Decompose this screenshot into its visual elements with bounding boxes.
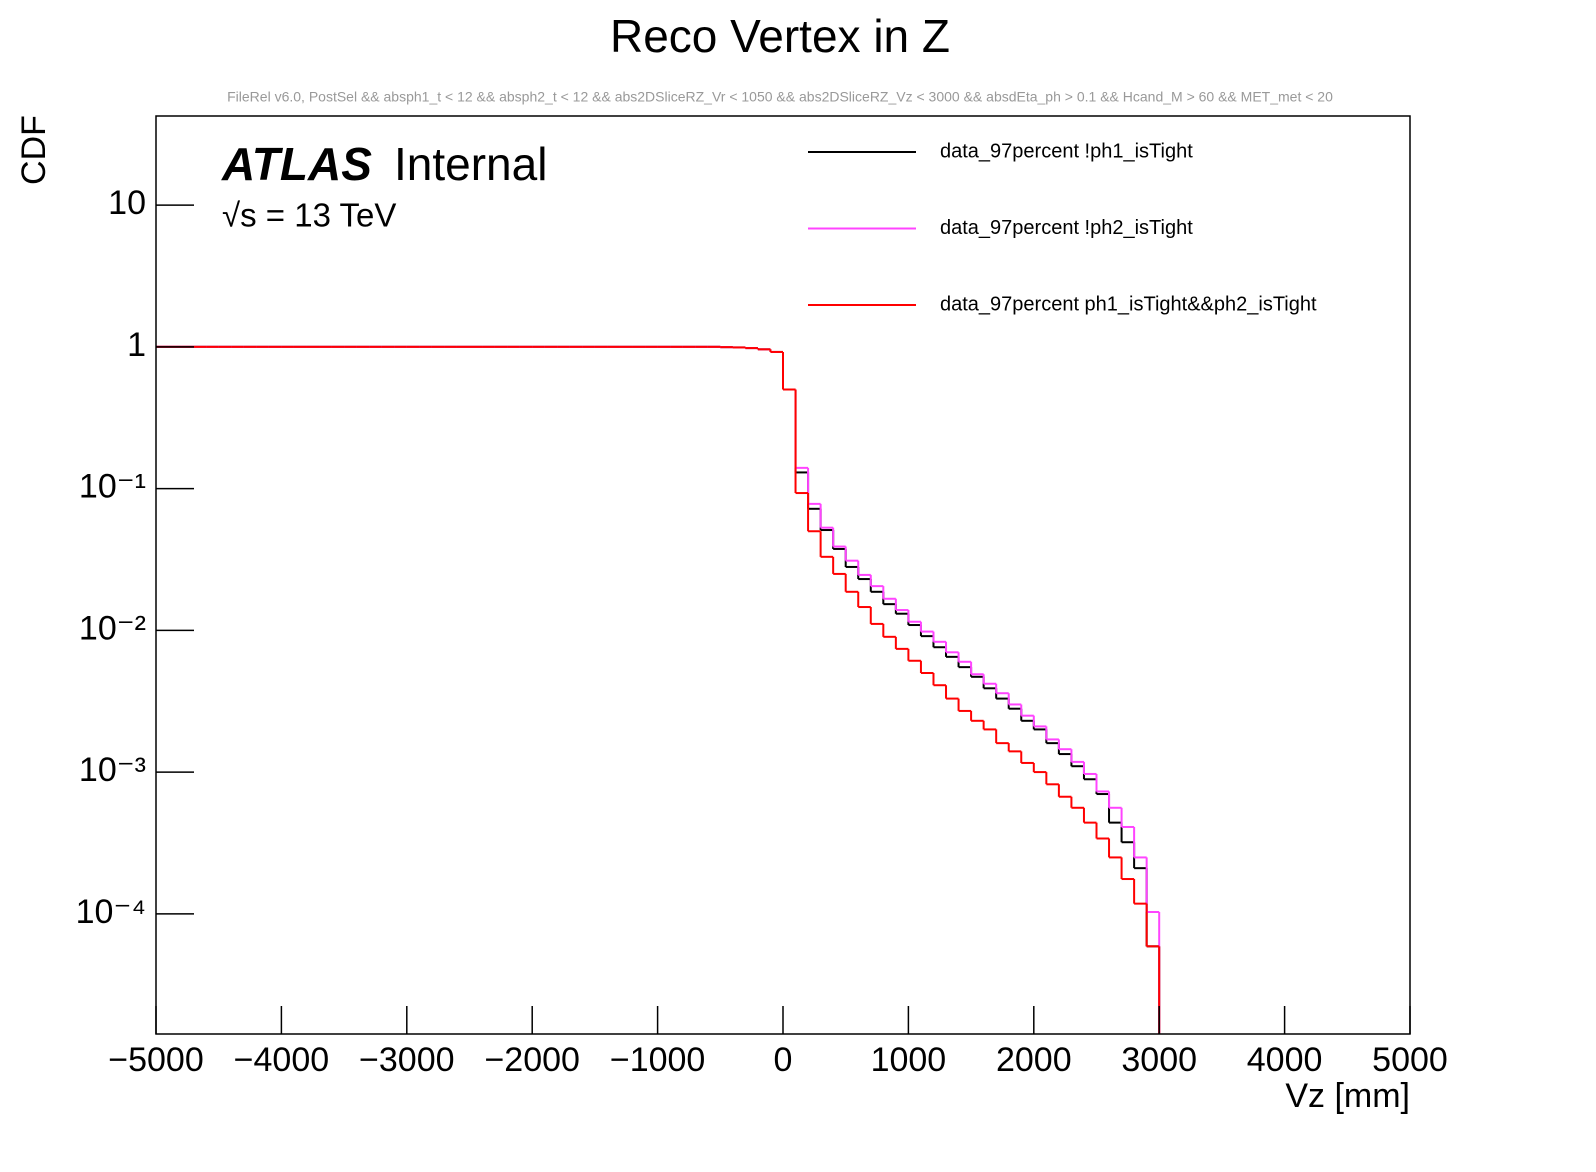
x-tick-label: −5000: [108, 1041, 204, 1079]
y-tick-label: 10⁻⁴: [76, 893, 146, 931]
y-tick-label: 10⁻¹: [79, 468, 146, 506]
legend-label: data_97percent !ph1_isTight: [940, 140, 1193, 162]
chart-subtitle: FileRel v6.0, PostSel && absph1_t < 12 &…: [227, 89, 1333, 105]
y-tick-label: 1: [127, 326, 146, 364]
y-axis-label: CDF: [15, 115, 53, 185]
x-tick-label: 5000: [1372, 1041, 1448, 1079]
legend-label: data_97percent ph1_isTight&&ph2_isTight: [940, 293, 1317, 315]
atlas-label: ATLAS: [221, 138, 372, 190]
x-tick-label: 1000: [871, 1041, 947, 1079]
x-tick-label: 4000: [1247, 1041, 1323, 1079]
x-tick-label: 2000: [996, 1041, 1072, 1079]
legend-label: data_97percent !ph2_isTight: [940, 217, 1193, 239]
x-tick-label: −2000: [484, 1041, 580, 1079]
x-tick-label: 3000: [1121, 1041, 1197, 1079]
x-tick-label: −1000: [610, 1041, 706, 1079]
atlas-status: Internal: [394, 138, 547, 190]
energy-label: √s = 13 TeV: [222, 197, 396, 234]
plot-area: [156, 345, 1161, 1034]
x-tick-label: 0: [774, 1041, 793, 1079]
histogram-connector: [719, 346, 1161, 1034]
x-tick-label: −3000: [359, 1041, 455, 1079]
x-axis-label: Vz [mm]: [1285, 1077, 1410, 1115]
y-tick-label: 10: [108, 184, 146, 222]
x-tick-label: −4000: [234, 1041, 330, 1079]
chart-title: Reco Vertex in Z: [610, 10, 950, 62]
y-tick-label: 10⁻²: [79, 609, 146, 647]
y-tick-label: 10⁻³: [79, 751, 146, 789]
